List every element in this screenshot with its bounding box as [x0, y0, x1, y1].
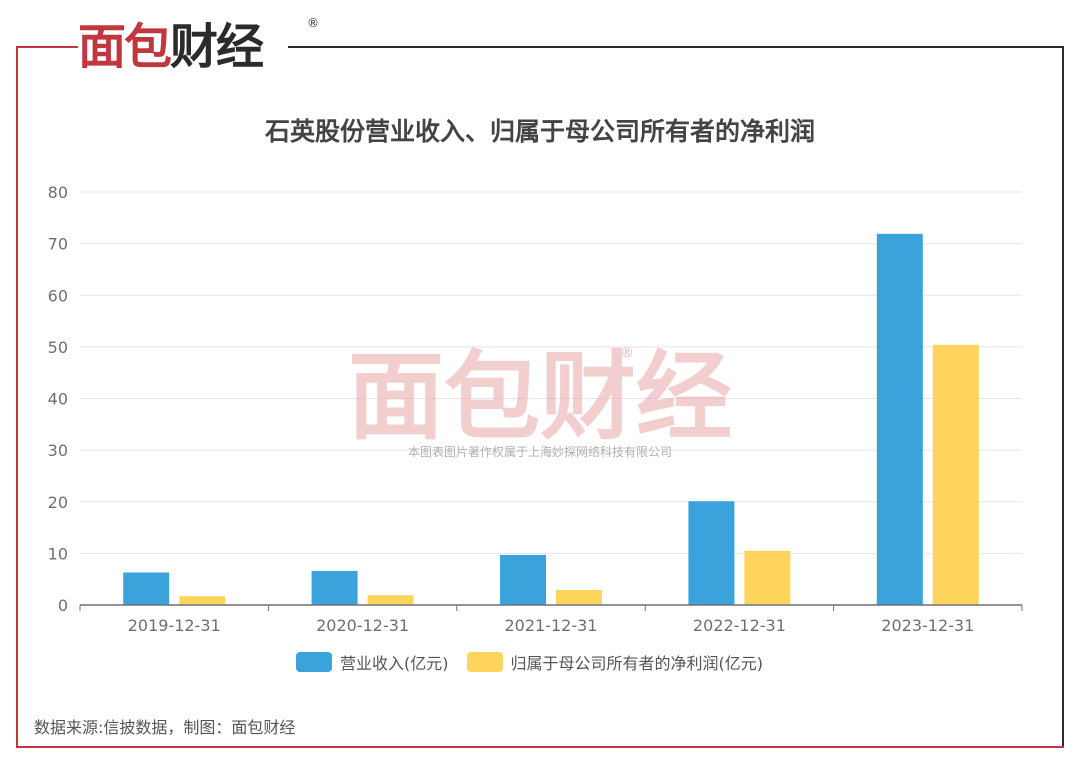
y-tick-label: 50 [48, 338, 68, 357]
legend-item-net-profit[interactable]: 归属于母公司所有者的净利润(亿元) [466, 650, 764, 674]
y-tick-label: 80 [48, 183, 68, 202]
chart-title: 石英股份营业收入、归属于母公司所有者的净利润 [264, 117, 815, 146]
legend-label-revenue: 营业收入(亿元) [340, 654, 449, 673]
data-source-note: 数据来源:信披数据，制图：面包财经 [34, 718, 296, 737]
watermark-logo: 面包财经 [348, 341, 732, 453]
watermark-copyright: 本图表图片著作权属于上海妙探网络科技有限公司 [408, 444, 672, 459]
bar-net-profit[interactable] [932, 344, 979, 605]
y-tick-label: 60 [48, 286, 68, 305]
registered-mark: ® [307, 16, 319, 30]
bar-net-profit[interactable] [744, 550, 791, 605]
x-tick-label: 2020-12-31 [316, 616, 409, 635]
y-tick-label: 20 [48, 493, 68, 512]
bar-net-profit[interactable] [556, 590, 602, 605]
brand-logo: 面包财经 ® [78, 10, 319, 75]
frame-top-left [16, 46, 78, 48]
legend-label-net-profit: 归属于母公司所有者的净利润(亿元) [510, 654, 764, 673]
brand-logo-red: 面包 [78, 19, 172, 75]
y-tick-label: 10 [48, 544, 68, 563]
x-tick-label: 2019-12-31 [128, 616, 221, 635]
legend-item-revenue[interactable]: 营业收入(亿元) [296, 650, 449, 674]
bar-net-profit[interactable] [367, 595, 414, 605]
legend-swatch-net-profit [466, 652, 503, 672]
frame-bottom [16, 746, 1064, 748]
bar-revenue[interactable] [688, 501, 735, 605]
y-tick-label: 30 [48, 441, 68, 460]
bar-revenue[interactable] [500, 554, 546, 605]
x-tick-label: 2022-12-31 [693, 616, 786, 635]
frame-right [1062, 46, 1064, 748]
bar-revenue[interactable] [311, 570, 358, 605]
frame-left [16, 46, 18, 748]
bar-net-profit[interactable] [179, 596, 226, 605]
x-tick-label: 2021-12-31 [505, 616, 598, 635]
y-tick-label: 70 [48, 235, 68, 254]
frame-top-right [288, 46, 1064, 48]
bar-revenue[interactable] [123, 572, 170, 605]
legend: 营业收入(亿元) 归属于母公司所有者的净利润(亿元) [296, 650, 781, 674]
x-tick-label: 2023-12-31 [881, 616, 974, 635]
y-tick-label: 40 [48, 390, 68, 409]
y-tick-label: 0 [58, 596, 68, 615]
legend-swatch-revenue [296, 652, 332, 672]
bar-revenue[interactable] [876, 233, 923, 605]
watermark-registered: ® [620, 345, 634, 361]
watermark: 面包财经 ® 本图表图片著作权属于上海妙探网络科技有限公司 [348, 341, 732, 459]
brand-logo-dark: 财经 [170, 19, 264, 75]
